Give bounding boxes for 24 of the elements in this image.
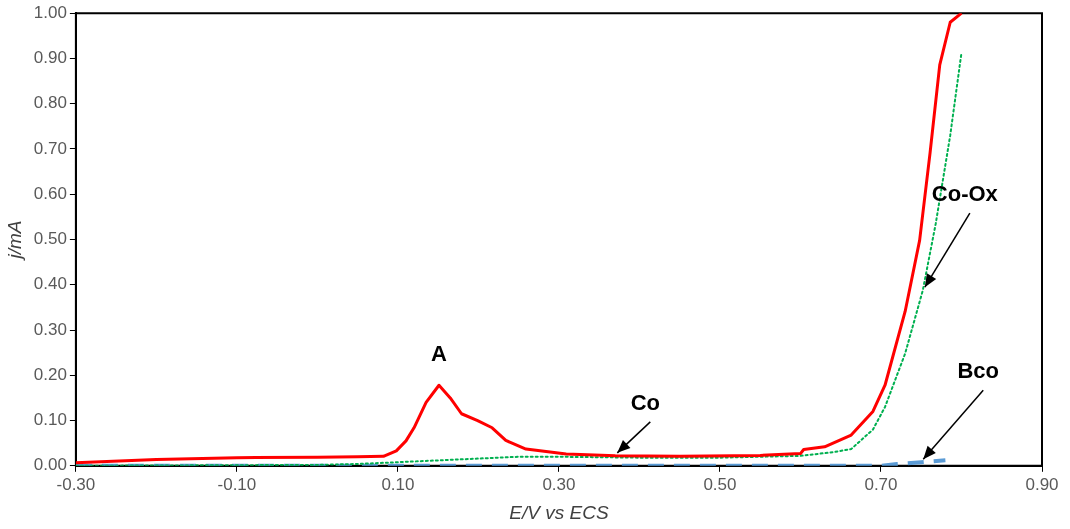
x-tick-label: 0.90: [1025, 474, 1059, 494]
y-tick-label: 0.70: [33, 138, 67, 158]
series-label: Co: [630, 389, 660, 415]
x-tick-label: -0.30: [56, 474, 96, 494]
y-tick-label: 0.20: [33, 364, 67, 384]
y-axis-title: j/mA: [3, 220, 25, 262]
y-tick-label: 0.80: [33, 93, 67, 113]
x-tick-label: 0.10: [381, 474, 415, 494]
y-tick-label: 0.30: [33, 319, 67, 339]
y-tick-label: 1.00: [33, 2, 67, 22]
y-tick-label: 0.40: [33, 274, 67, 294]
y-tick-label: 0.90: [33, 48, 67, 68]
series-label: Co-Ox: [931, 181, 999, 207]
x-axis-title: E/V vs ECS: [509, 501, 609, 523]
x-tick-label: 0.50: [703, 474, 737, 494]
y-tick-label: 0.60: [33, 183, 67, 203]
annotation: A: [431, 341, 448, 367]
y-tick-label: 0.50: [33, 229, 67, 249]
text: Bco: [957, 358, 1000, 384]
x-tick-label: 0.70: [864, 474, 898, 494]
x-tick-label: 0.30: [542, 474, 576, 494]
y-tick-label: 0.00: [33, 455, 67, 475]
y-tick-label: 0.10: [33, 410, 67, 430]
x-tick-label: -0.10: [217, 474, 257, 494]
